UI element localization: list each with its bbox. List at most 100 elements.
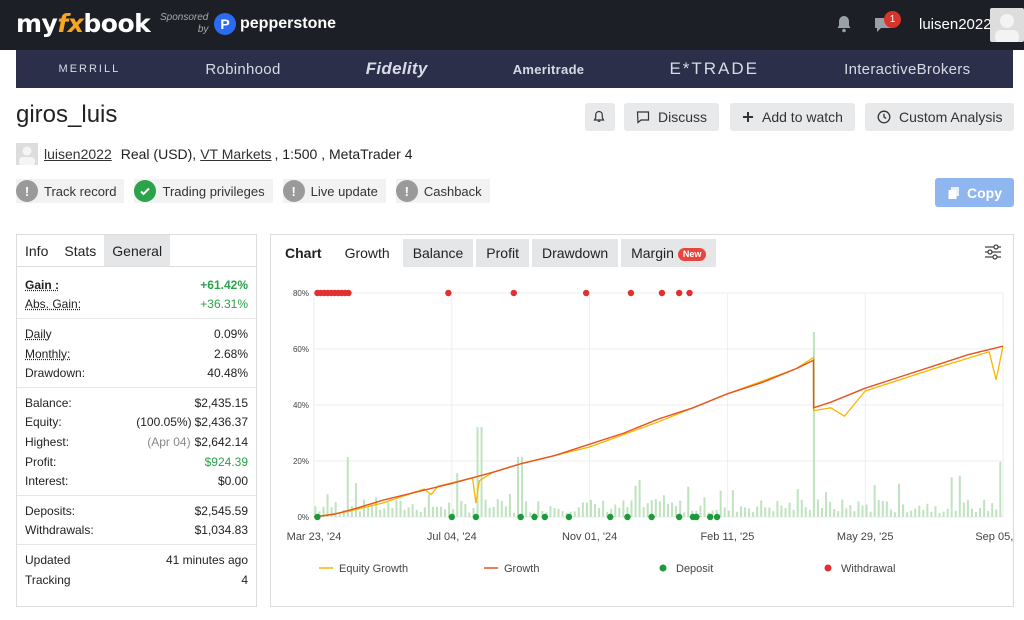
- volume-bar: [922, 509, 925, 517]
- volume-bar: [480, 427, 483, 517]
- withdrawal-marker: [686, 289, 693, 297]
- tab-balance[interactable]: Balance: [402, 239, 474, 267]
- broker-merrill[interactable]: MERRILL: [58, 63, 121, 75]
- copy-button[interactable]: Copy: [935, 178, 1014, 207]
- broker-ameritrade[interactable]: Ameritrade: [512, 61, 585, 77]
- stat-value: +61.42%: [200, 277, 248, 292]
- user-avatar[interactable]: [990, 8, 1024, 42]
- withdrawal-marker: [510, 289, 518, 297]
- tab-profit[interactable]: Profit: [476, 239, 529, 267]
- custom-analysis-button[interactable]: Custom Analysis: [865, 103, 1015, 131]
- tab-info[interactable]: Info: [25, 243, 49, 259]
- tab-growth[interactable]: Growth: [334, 239, 400, 267]
- notifications-bell-icon[interactable]: [834, 14, 854, 34]
- volume-bar: [683, 512, 686, 517]
- volume-bar: [606, 512, 609, 517]
- stat-abs-gain: Abs. Gain: +36.31%: [17, 295, 256, 315]
- divider: [17, 494, 256, 496]
- volume-bar: [318, 511, 321, 517]
- tab-margin[interactable]: Margin New: [621, 239, 717, 267]
- tab-general[interactable]: General: [104, 235, 171, 266]
- legend-swatch-dot: [659, 564, 667, 572]
- volume-bar: [371, 503, 374, 517]
- stat-value: 2.68%: [213, 346, 248, 361]
- deposit-marker: [314, 513, 321, 521]
- volume-bar: [739, 506, 742, 517]
- stat-label[interactable]: Gain :: [25, 277, 60, 292]
- stat-value: $2,642.14: [194, 434, 248, 449]
- badge-label: Track record: [44, 183, 117, 199]
- badge-track-record[interactable]: ! Track record: [16, 179, 125, 203]
- volume-bar: [979, 507, 982, 517]
- broker-fidelity[interactable]: Fidelity: [365, 59, 428, 78]
- volume-bar: [525, 501, 528, 517]
- volume-bar: [375, 497, 378, 517]
- sponsor-name[interactable]: pepperstone: [240, 15, 337, 32]
- volume-bar: [423, 507, 426, 517]
- volume-bar: [529, 512, 532, 517]
- volume-bar: [444, 509, 447, 517]
- stat-label[interactable]: Abs. Gain:: [25, 297, 82, 312]
- volume-bar: [395, 500, 398, 517]
- volume-bar: [962, 502, 965, 517]
- tab-stats[interactable]: Stats: [56, 235, 105, 266]
- volume-bar: [711, 510, 714, 517]
- volume-bar: [448, 502, 451, 517]
- sponsored-by-text: by: [197, 24, 209, 35]
- volume-bar: [699, 505, 702, 517]
- pepperstone-logo-icon[interactable]: P: [214, 13, 236, 35]
- stat-value: $1,034.83: [194, 523, 248, 538]
- owner-link[interactable]: luisen2022: [44, 146, 112, 162]
- growth-chart[interactable]: 0% 20% 40% 60% 80% Mar 23, '24 Jul 04, '24 Nov …: [271, 271, 1013, 606]
- volume-bar: [845, 508, 848, 517]
- broker-ads-banner[interactable]: MERRILL Robinhood Fidelity Ameritrade E*…: [16, 50, 1013, 88]
- volume-bar: [735, 511, 738, 517]
- broker-robinhood[interactable]: Robinhood: [205, 60, 281, 78]
- broker-interactive-brokers[interactable]: InteractiveBrokers: [844, 60, 971, 78]
- volume-bar: [440, 506, 443, 517]
- volume-bar: [893, 512, 896, 517]
- username-link[interactable]: luisen2022: [919, 16, 992, 33]
- stat-label[interactable]: Monthly:: [25, 346, 71, 361]
- volume-bar: [825, 492, 828, 517]
- volume-bar: [857, 501, 860, 517]
- volume-bar: [898, 483, 901, 517]
- discuss-button[interactable]: Discuss: [624, 103, 720, 131]
- discuss-label: Discuss: [658, 109, 708, 125]
- alert-bell-button[interactable]: [585, 103, 615, 131]
- stat-tracking: Tracking 4: [17, 570, 256, 590]
- volume-bar: [987, 510, 990, 517]
- badge-cashback[interactable]: ! Cashback: [395, 179, 490, 203]
- top-navbar: myfxbook Sponsored by P pepperstone 1 lu…: [0, 0, 1024, 50]
- legend-swatch-dot: [824, 564, 832, 572]
- tab-drawdown[interactable]: Drawdown: [531, 239, 619, 267]
- stat-value: 0.09%: [213, 326, 248, 341]
- divider: [17, 318, 256, 320]
- volume-bar: [363, 499, 366, 517]
- add-to-watch-button[interactable]: Add to watch: [730, 103, 855, 131]
- badge-live-update[interactable]: ! Live update: [282, 179, 386, 203]
- tab-chart[interactable]: Chart: [285, 245, 322, 261]
- y-tick-label: 60%: [293, 345, 309, 354]
- volume-bar: [743, 507, 746, 517]
- broker-etrade[interactable]: E*TRADE: [669, 59, 760, 78]
- volume-bar: [756, 506, 759, 517]
- stat-daily: Daily 0.09%: [17, 324, 256, 344]
- chart-settings-sliders-icon[interactable]: [983, 242, 1003, 262]
- deposit-marker: [706, 513, 714, 521]
- logo-fx: fx: [57, 9, 84, 38]
- myfxbook-logo[interactable]: myfxbook: [16, 9, 151, 38]
- deposit-marker: [675, 513, 683, 521]
- owner-avatar[interactable]: [16, 143, 38, 166]
- badge-trading-privileges[interactable]: Trading privileges: [134, 179, 273, 203]
- volume-bar: [865, 504, 868, 517]
- broker-link[interactable]: VT Markets: [200, 146, 272, 162]
- volume-bar: [954, 510, 957, 517]
- stat-value: 40.48%: [207, 366, 248, 381]
- volume-bar: [484, 499, 487, 517]
- volume-bar: [906, 512, 909, 517]
- sponsored-label: Sponsored by: [160, 12, 208, 36]
- stat-label[interactable]: Daily: [25, 326, 52, 341]
- volume-bar: [764, 507, 767, 517]
- volume-bar: [367, 507, 370, 517]
